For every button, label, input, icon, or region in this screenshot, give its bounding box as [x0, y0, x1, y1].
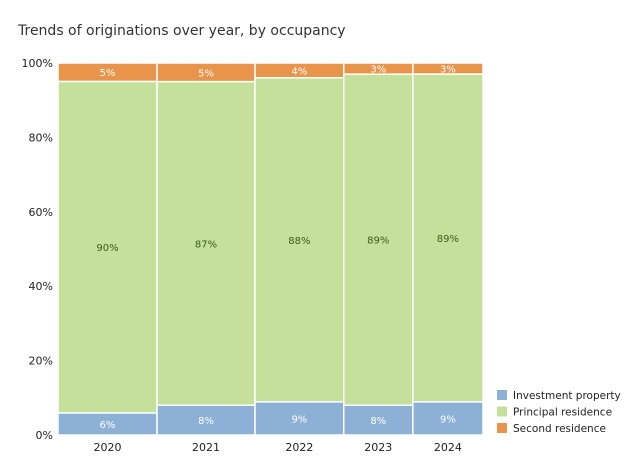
- bar-segment-2022-0: [254, 401, 345, 436]
- data-label-2024-2: 3%: [440, 65, 456, 76]
- x-tick-label-2023: 2023: [364, 441, 392, 454]
- legend-label-2: Second residence: [513, 423, 606, 435]
- data-label-2022-0: 9%: [291, 414, 307, 425]
- legend-swatch-2: [497, 423, 507, 433]
- bar-segment-2021-1: [156, 80, 256, 406]
- legend-swatch-0: [497, 390, 507, 400]
- y-axis: 0% 20% 40% 60% 80% 100%: [22, 57, 53, 442]
- chart-title: Trends of originations over year, by occ…: [17, 23, 346, 39]
- y-tick-label-3: 60%: [29, 206, 53, 219]
- bar-segment-2023-1: [342, 73, 414, 406]
- data-label-2024-1: 89%: [437, 234, 459, 245]
- x-tick-label-2021: 2021: [192, 441, 220, 454]
- data-label-2023-1: 89%: [367, 236, 389, 247]
- bar-segment-2024-0: [412, 401, 484, 436]
- data-label-2020-2: 5%: [100, 68, 116, 79]
- bar-segment-2020-1: [57, 80, 158, 414]
- y-tick-label-1: 20%: [29, 355, 53, 368]
- y-tick-label-5: 100%: [22, 57, 53, 70]
- bar-segment-2024-2: [412, 62, 484, 75]
- legend-label-1: Principal residence: [513, 407, 612, 419]
- bar-segment-2022-1: [254, 76, 345, 403]
- y-tick-label-2: 40%: [29, 280, 53, 293]
- x-tick-label-2022: 2022: [285, 441, 313, 454]
- x-tick-label-2020: 2020: [94, 441, 122, 454]
- y-tick-label-4: 80%: [29, 131, 53, 144]
- bar-segment-2023-0: [342, 404, 414, 436]
- legend: Investment property Principal residence Se…: [497, 390, 621, 435]
- data-label-2022-2: 4%: [291, 66, 307, 77]
- legend-label-0: Investment property: [513, 390, 621, 402]
- legend-swatch-1: [497, 406, 507, 417]
- plot-area: 6% 90% 5% 8% 87% 5% 9% 88% 4% 8% 89% 3% 9% 89% 3%: [57, 62, 484, 436]
- data-label-2021-2: 5%: [198, 68, 214, 79]
- data-label-2021-0: 8%: [198, 416, 214, 427]
- data-label-2021-1: 87%: [195, 239, 217, 250]
- x-axis: 2020 2021 2022 2023 2024: [94, 441, 462, 454]
- data-label-2020-1: 90%: [96, 243, 118, 254]
- data-label-2024-0: 9%: [440, 414, 456, 425]
- y-tick-label-0: 0%: [36, 429, 53, 442]
- data-label-2020-0: 6%: [100, 420, 116, 431]
- data-label-2022-1: 88%: [288, 236, 310, 247]
- data-label-2023-0: 8%: [370, 416, 386, 427]
- bar-segment-2024-1: [412, 73, 484, 403]
- x-tick-label-2024: 2024: [434, 441, 462, 454]
- data-label-2023-2: 3%: [370, 65, 386, 76]
